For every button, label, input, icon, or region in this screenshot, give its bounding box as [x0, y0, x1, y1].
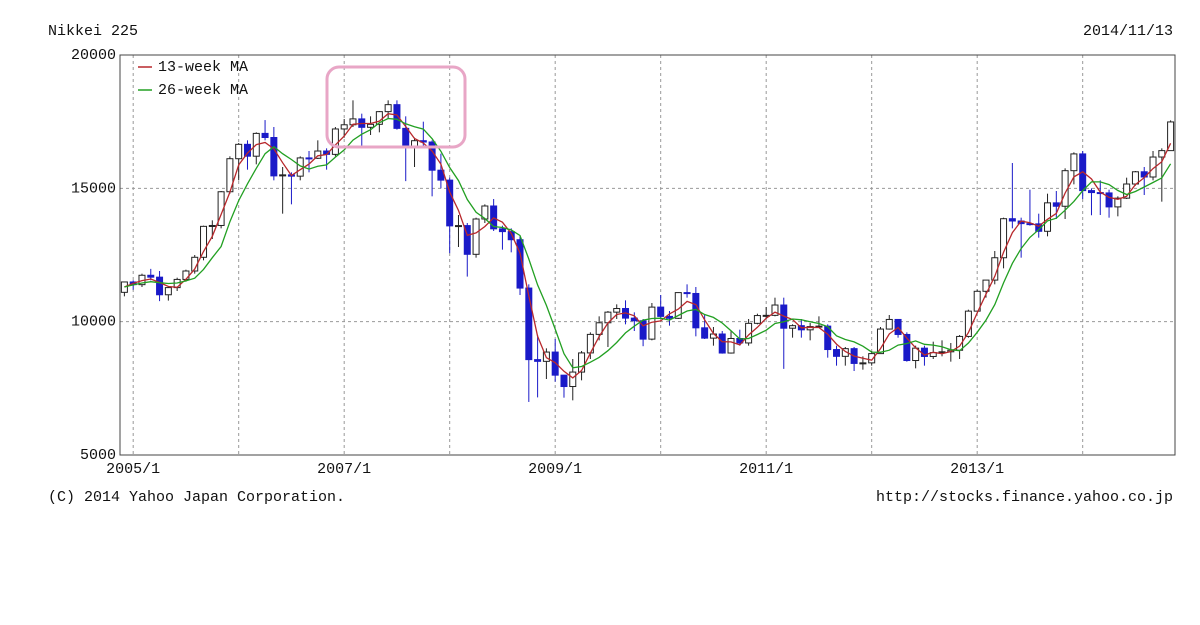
candle-body	[507, 231, 515, 241]
candle-body	[885, 318, 893, 330]
legend-label: 26-week MA	[158, 82, 248, 99]
chart-title: Nikkei 225	[48, 23, 138, 40]
candle-body	[147, 274, 155, 278]
candle-body	[235, 143, 243, 160]
candle-body	[446, 179, 454, 227]
y-tick-label: 10000	[71, 314, 116, 331]
x-tick-label: 2005/1	[106, 461, 160, 478]
y-tick-label: 5000	[80, 447, 116, 464]
candle-body	[806, 326, 814, 331]
candle-body	[964, 310, 972, 337]
candle-body	[314, 150, 322, 159]
candle-body	[1087, 190, 1095, 194]
candle-body	[534, 359, 542, 362]
candle-body	[156, 276, 164, 296]
candle-body	[182, 270, 190, 280]
candle-body	[516, 239, 524, 289]
x-tick-label: 2013/1	[950, 461, 1004, 478]
candle-body	[261, 132, 269, 139]
candle-body	[1158, 150, 1166, 158]
candle-body	[727, 337, 735, 354]
candle-body	[305, 157, 313, 160]
candle-body	[498, 228, 506, 233]
candle-body	[472, 218, 480, 255]
y-tick-label: 20000	[71, 47, 116, 64]
moving-average-line	[124, 113, 1172, 379]
candle-body	[1167, 121, 1175, 152]
candle-body	[683, 292, 691, 295]
candle-body	[876, 328, 884, 355]
candle-body	[367, 123, 375, 128]
candle-body	[595, 322, 603, 335]
candle-body	[1044, 202, 1052, 232]
plot-frame	[119, 54, 1176, 456]
candle-body	[200, 225, 208, 258]
candle-body	[1105, 192, 1113, 208]
candle-body	[463, 225, 471, 255]
candle-body	[868, 353, 876, 364]
candle-body	[771, 304, 779, 316]
y-tick-label: 15000	[71, 180, 116, 197]
candle-body	[393, 104, 401, 129]
candle-body	[613, 308, 621, 313]
candle-body	[1000, 218, 1008, 259]
copyright: (C) 2014 Yahoo Japan Corporation.	[48, 489, 345, 506]
candle-body	[833, 349, 841, 357]
x-tick-label: 2009/1	[528, 461, 582, 478]
candle-body	[270, 137, 278, 177]
highlight-box	[325, 65, 467, 149]
candle-body	[384, 104, 392, 113]
candle-body	[859, 362, 867, 365]
marks	[120, 100, 1175, 402]
moving-average-line	[124, 117, 1172, 369]
x-tick-label: 2011/1	[739, 461, 793, 478]
chart-date: 2014/11/13	[1083, 23, 1173, 40]
candle-body	[164, 287, 172, 296]
legend-label: 13-week MA	[158, 59, 248, 76]
candle-body	[525, 287, 533, 361]
candle-body	[578, 352, 586, 373]
candle-body	[1070, 153, 1078, 172]
candle-body	[1114, 197, 1122, 208]
candle-body	[701, 327, 709, 339]
candle-body	[665, 315, 673, 319]
candle-body	[560, 374, 568, 388]
candle-body	[454, 225, 462, 228]
candle-body	[903, 333, 911, 362]
candle-body	[982, 279, 990, 292]
candle-body	[402, 127, 410, 147]
candle-body	[789, 325, 797, 329]
candle-body	[340, 124, 348, 130]
candle-body	[331, 128, 339, 155]
source-url: http://stocks.finance.yahoo.co.jp	[876, 489, 1173, 506]
candle-body	[1123, 183, 1131, 199]
candle-body	[674, 292, 682, 319]
candle-body	[569, 371, 577, 388]
candle-body	[551, 351, 559, 376]
candle-body	[753, 315, 761, 324]
candle-body	[208, 224, 216, 227]
x-tick-label: 2007/1	[317, 461, 371, 478]
candle-body	[973, 290, 981, 312]
candle-body	[657, 306, 665, 317]
candle-body	[1008, 218, 1016, 222]
candle-body	[1052, 202, 1060, 207]
legend: 13-week MA 26-week MA	[138, 59, 248, 99]
candle-body	[279, 174, 287, 177]
candle-body	[718, 333, 726, 354]
candle-body	[120, 281, 128, 293]
